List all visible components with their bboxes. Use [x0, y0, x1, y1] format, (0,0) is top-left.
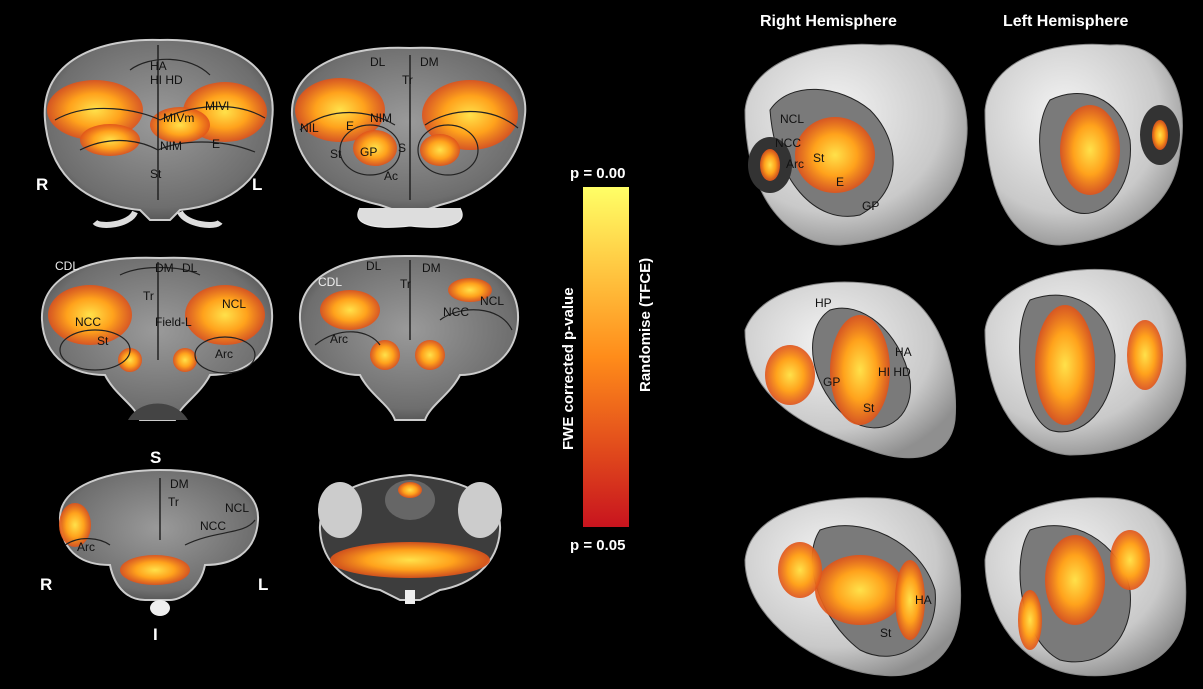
- label-ncl: NCL: [222, 297, 246, 311]
- colorbar-top-label: p = 0.00: [570, 165, 625, 182]
- label-arc: Arc: [215, 347, 233, 361]
- label-gp: GP: [360, 145, 377, 159]
- label-mivl: MIVl: [205, 99, 229, 113]
- coronal-section-6: [318, 473, 502, 604]
- render-right-hemisphere-2: HP HA HI HD GP St: [744, 281, 957, 459]
- label-dl: DL: [182, 261, 198, 275]
- label-gp: GP: [862, 199, 879, 213]
- label-st: St: [97, 334, 109, 348]
- render-right-hemisphere-1: NCL NCC Arc St E GP: [744, 43, 968, 246]
- render-left-hemisphere-3: [984, 497, 1187, 677]
- render-left-hemisphere-2: [984, 268, 1187, 456]
- label-dm: DM: [420, 55, 439, 69]
- label-cdl: CDL: [55, 259, 79, 273]
- coronal-section-5: DM Tr NCL NCC Arc: [58, 468, 260, 616]
- label-e: E: [346, 119, 354, 133]
- label-e: E: [836, 175, 844, 189]
- label-gp: GP: [823, 375, 840, 389]
- label-ncl: NCL: [780, 112, 804, 126]
- label-field-l: Field-L: [155, 315, 192, 329]
- colorbar: p = 0.00 p = 0.05 FWE corrected p-value …: [560, 165, 654, 554]
- label-ncc: NCC: [75, 315, 101, 329]
- coronal-section-1: HA HI HD MIVm MIVl NIM E St: [43, 38, 274, 228]
- label-dm: DM: [422, 261, 441, 275]
- label-ha: HA: [895, 345, 912, 359]
- label-ncc: NCC: [775, 136, 801, 150]
- label-hp: HP: [815, 296, 832, 310]
- label-s: S: [398, 141, 406, 155]
- label-nil: NIL: [300, 121, 319, 135]
- label-nim: NIM: [160, 139, 182, 153]
- label-ncl: NCL: [225, 501, 249, 515]
- orient-superior: S: [150, 448, 161, 467]
- label-dl: DL: [370, 55, 386, 69]
- render-right-hemisphere-3: HA St: [744, 497, 962, 677]
- colorbar-method-label: Randomise (TFCE): [637, 258, 654, 392]
- label-tr: Tr: [402, 73, 413, 87]
- label-st: St: [150, 167, 162, 181]
- label-st: St: [863, 401, 875, 415]
- label-ha: HA: [150, 59, 167, 73]
- render-left-hemisphere-1: [984, 43, 1183, 246]
- label-arc: Arc: [786, 157, 804, 171]
- coronal-section-4: CDL DL DM Tr NCL NCC Arc: [298, 254, 520, 421]
- label-ha: HA: [915, 593, 932, 607]
- label-ncc: NCC: [443, 305, 469, 319]
- label-dm: DM: [170, 477, 189, 491]
- label-hi-hd: HI HD: [150, 73, 183, 87]
- label-dl: DL: [366, 259, 382, 273]
- label-tr: Tr: [400, 277, 411, 291]
- label-nim: NIM: [370, 111, 392, 125]
- label-ncl: NCL: [480, 294, 504, 308]
- label-mivm: MIVm: [163, 111, 194, 125]
- label-ac: Ac: [384, 169, 398, 183]
- label-tr: Tr: [168, 495, 179, 509]
- coronal-section-3: CDL DM DL Tr NCL NCC Field-L St Arc: [40, 256, 274, 421]
- colorbar-axis-label: FWE corrected p-value: [560, 287, 577, 450]
- label-dm: DM: [155, 261, 174, 275]
- orient-left-top: L: [252, 175, 262, 194]
- orient-right-top: R: [36, 175, 48, 194]
- label-ncc: NCC: [200, 519, 226, 533]
- orient-right-bottom: R: [40, 575, 52, 594]
- orient-inferior: I: [153, 625, 158, 644]
- label-arc: Arc: [77, 540, 95, 554]
- colorbar-bottom-label: p = 0.05: [570, 537, 625, 554]
- label-hi-hd: HI HD: [878, 365, 911, 379]
- colorbar-gradient: [583, 187, 629, 527]
- header-left-hemisphere: Left Hemisphere: [1003, 13, 1128, 30]
- label-arc: Arc: [330, 332, 348, 346]
- header-right-hemisphere: Right Hemisphere: [760, 13, 897, 30]
- label-st: St: [880, 626, 892, 640]
- label-st: St: [330, 147, 342, 161]
- label-st: St: [813, 151, 825, 165]
- orient-left-bottom: L: [258, 575, 268, 594]
- coronal-section-2: DL DM Tr NIL NIM E St GP S Ac: [290, 46, 527, 228]
- label-e: E: [212, 137, 220, 151]
- label-cdl: CDL: [318, 275, 342, 289]
- label-tr: Tr: [143, 289, 154, 303]
